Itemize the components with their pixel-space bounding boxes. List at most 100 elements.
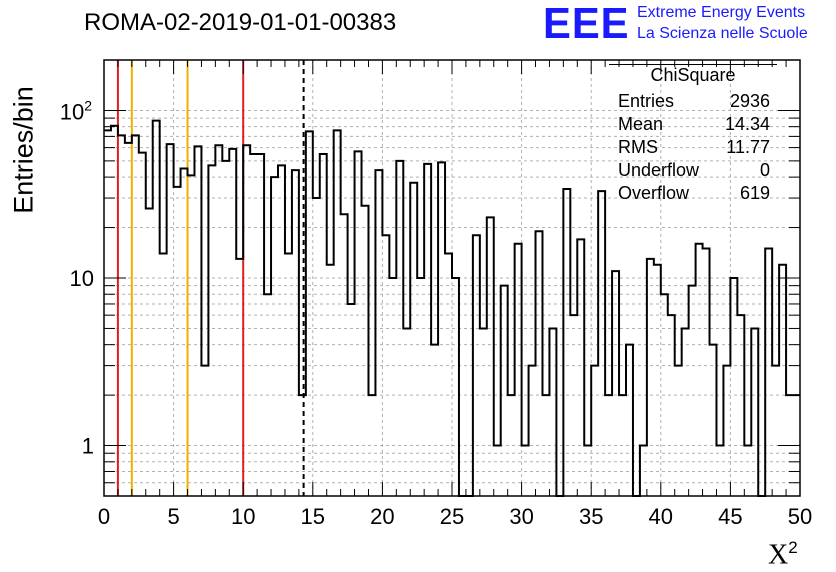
histogram-bin	[696, 244, 703, 496]
histogram-bin	[389, 278, 396, 496]
stats-value: 2936	[729, 91, 770, 111]
histogram-bin	[737, 315, 744, 496]
histogram-bin	[591, 366, 598, 496]
histogram-bin	[431, 345, 438, 496]
histogram-bin	[682, 328, 689, 496]
histogram-bin	[243, 145, 250, 496]
histogram-bin	[188, 175, 195, 496]
stats-box: ChiSquare Entries 2936 Mean 14.34 RMS 11…	[609, 64, 777, 213]
stats-title: ChiSquare	[650, 65, 736, 85]
x-axis-label: X2	[768, 538, 798, 571]
histogram-bin	[410, 183, 417, 496]
histogram-bin	[222, 161, 229, 496]
x-tick-label: 35	[579, 504, 603, 529]
histogram-bin	[181, 169, 188, 496]
stats-row-overflow: Overflow 619	[618, 183, 770, 204]
histogram-bin	[257, 154, 264, 496]
y-tick-label: 1	[82, 434, 94, 459]
histogram-bin	[313, 198, 320, 496]
eee-logo: EEE	[543, 0, 630, 48]
x-tick-label: 0	[98, 504, 110, 529]
histogram-bin	[779, 265, 786, 496]
stats-label: RMS	[618, 137, 658, 157]
stats-value: 14.34	[724, 114, 770, 134]
histogram-bin	[480, 328, 487, 496]
histogram-bin	[661, 294, 668, 496]
x-tick-label: 25	[440, 504, 464, 529]
histogram-bin	[264, 294, 271, 496]
histogram-bin	[445, 254, 452, 496]
histogram-bin	[487, 217, 494, 496]
histogram-bin	[341, 214, 348, 496]
histogram-bin	[139, 153, 146, 496]
y-tick-label: 102	[60, 97, 92, 124]
histogram-bin	[306, 131, 313, 496]
histogram-bin	[320, 154, 327, 496]
histogram-bin	[396, 161, 403, 496]
histogram-bin	[438, 162, 445, 496]
histogram-bin	[292, 170, 299, 496]
x-tick-label: 15	[301, 504, 325, 529]
run-title: ROMA-02-2019-01-01-00383	[84, 9, 397, 36]
histogram-bin	[111, 126, 118, 496]
logo-subtitle-1: Extreme Energy Events	[637, 4, 806, 21]
stats-row-underflow: Underflow 0	[618, 160, 770, 181]
histogram-bin	[104, 130, 111, 496]
histogram-bin	[598, 191, 605, 496]
x-tick-label: 20	[370, 504, 394, 529]
stats-value: 619	[739, 183, 770, 203]
axes-layer	[103, 59, 801, 497]
histogram-bin	[563, 189, 570, 496]
histogram-bin	[194, 146, 201, 496]
histogram-bin	[473, 235, 480, 496]
histogram-bin	[452, 278, 459, 496]
histogram-bin	[362, 206, 369, 496]
histogram-bin	[417, 278, 424, 496]
stats-label: Overflow	[618, 183, 690, 203]
x-tick-label: 40	[649, 504, 673, 529]
histogram-bin	[271, 177, 278, 496]
histogram-bin	[508, 395, 515, 496]
histogram-bin	[167, 144, 174, 496]
histogram-bin	[229, 149, 236, 496]
y-axis-label-box: Entries/bin	[4, 86, 44, 214]
x-tick-label: 10	[231, 504, 255, 529]
histogram-bin	[355, 151, 362, 496]
x-axis-label-main: X	[768, 539, 789, 571]
histogram-line	[104, 119, 800, 497]
histogram-bin	[494, 446, 501, 496]
histogram-bin	[529, 366, 536, 496]
histogram-bin	[710, 345, 717, 496]
histogram-bin	[640, 446, 647, 496]
histogram-bin	[772, 366, 779, 496]
y-axis-label: Entries/bin	[8, 86, 39, 214]
histogram-bin	[675, 366, 682, 496]
histogram-bin	[584, 446, 591, 496]
histogram-bin	[278, 165, 285, 496]
stats-value: 11.77	[726, 137, 770, 157]
x-tick-label: 30	[509, 504, 533, 529]
x-tick-label: 5	[167, 504, 179, 529]
histogram-bin	[375, 170, 382, 496]
histogram-bin	[522, 446, 529, 496]
histogram-bin	[619, 395, 626, 496]
histogram-bin	[536, 231, 543, 496]
histogram-bin	[250, 154, 257, 496]
histogram-bin	[689, 286, 696, 496]
histogram-bin	[570, 315, 577, 496]
stats-label: Underflow	[618, 160, 700, 180]
histogram-bin	[236, 259, 243, 496]
x-tick-label: 50	[788, 504, 812, 529]
histogram-bin	[153, 121, 160, 496]
histogram-bin	[118, 135, 125, 496]
histogram-bin	[403, 328, 410, 496]
histogram-bin	[723, 366, 730, 496]
histogram-bin	[549, 328, 556, 496]
histogram-bin	[647, 259, 654, 496]
stats-label: Entries	[618, 91, 675, 111]
histogram-bin	[542, 395, 549, 496]
histogram-bin	[382, 235, 389, 496]
histogram-bin	[208, 165, 215, 496]
histogram-bin	[751, 328, 758, 496]
histogram-bin	[368, 395, 375, 496]
